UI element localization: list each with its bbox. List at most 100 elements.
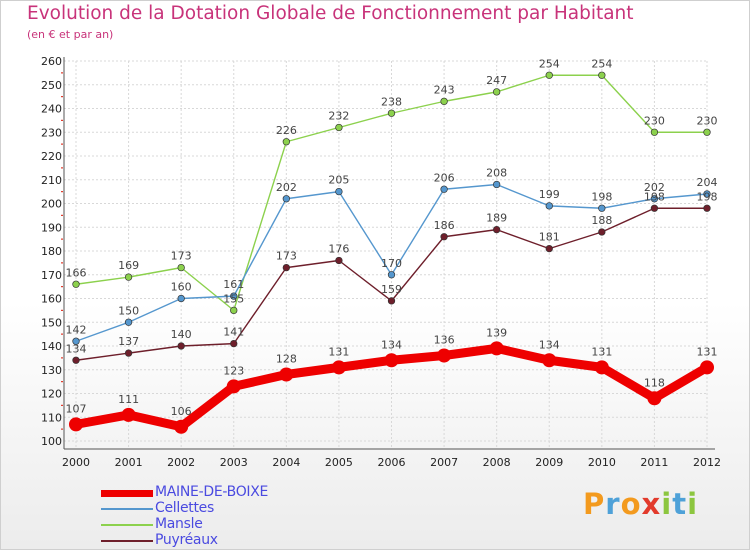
- data-point: [177, 342, 185, 350]
- data-label: 140: [171, 328, 192, 341]
- data-label: 118: [644, 376, 665, 389]
- data-point: [703, 190, 711, 198]
- data-label: 173: [276, 250, 297, 263]
- data-label: 181: [539, 231, 560, 244]
- data-label: 254: [539, 57, 560, 70]
- data-point: [545, 71, 553, 79]
- data-point: [440, 185, 448, 193]
- y-tick-label: 230: [41, 126, 62, 139]
- data-point: [72, 337, 80, 345]
- data-point: [174, 419, 189, 434]
- y-tick-label: 240: [41, 103, 62, 116]
- legend-label: Cellettes: [155, 500, 214, 516]
- data-point: [177, 294, 185, 303]
- x-tick-label: 2003: [220, 456, 248, 469]
- data-point: [335, 187, 343, 196]
- x-tick-label: 2010: [588, 456, 616, 469]
- data-label: 202: [644, 181, 665, 194]
- data-point: [282, 263, 290, 272]
- data-point: [700, 360, 714, 375]
- data-label: 173: [171, 250, 192, 263]
- y-tick-label: 260: [41, 55, 62, 68]
- y-tick-label: 130: [41, 364, 62, 377]
- data-label: 123: [223, 364, 244, 377]
- data-label: 198: [697, 190, 718, 203]
- data-label: 204: [697, 176, 718, 189]
- data-label: 169: [118, 259, 139, 272]
- x-tick-label: 2001: [115, 456, 143, 469]
- data-label: 161: [223, 278, 244, 291]
- y-tick-label: 150: [41, 316, 62, 329]
- x-tick-label: 2008: [483, 456, 511, 469]
- y-tick-label: 210: [41, 174, 62, 187]
- y-tick-label: 180: [41, 245, 62, 258]
- data-label: 166: [66, 266, 87, 279]
- legend-swatch: [101, 508, 153, 510]
- data-label: 141: [223, 326, 244, 339]
- axes: 100 110 120 130 140 150 160 170 180 190 200 210 220 2…: [41, 55, 721, 469]
- data-point: [545, 244, 553, 253]
- x-tick-label: 2000: [62, 456, 90, 469]
- data-point: [335, 123, 343, 132]
- data-point: [121, 407, 136, 422]
- x-tick-label: 2005: [325, 456, 353, 469]
- data-label: 159: [381, 283, 402, 296]
- logo-letter: r: [605, 487, 621, 521]
- data-point: [335, 256, 343, 265]
- data-point: [489, 341, 504, 356]
- logo-letter: o: [620, 487, 642, 521]
- data-point: [440, 97, 448, 106]
- data-label: 230: [644, 114, 665, 127]
- data-label: 139: [486, 326, 507, 339]
- data-point: [650, 204, 659, 212]
- y-tick-label: 190: [41, 221, 62, 234]
- legend-swatch: [101, 489, 153, 497]
- legend-label: Mansle: [155, 516, 203, 532]
- data-point: [437, 348, 452, 363]
- data-point: [545, 202, 553, 210]
- series-maine-de-boixe: [69, 341, 714, 434]
- data-point: [387, 109, 396, 117]
- data-point: [387, 297, 396, 305]
- data-point: [72, 356, 80, 364]
- data-point: [384, 353, 399, 368]
- y-tick-label: 120: [41, 388, 62, 401]
- data-label: 238: [381, 95, 402, 108]
- data-label: 170: [381, 257, 402, 270]
- data-point: [69, 417, 83, 432]
- data-label: 150: [118, 304, 139, 317]
- x-tick-label: 2002: [167, 456, 195, 469]
- x-tick-label: 2009: [535, 456, 563, 469]
- data-point: [493, 225, 501, 234]
- data-label: 199: [539, 188, 560, 201]
- x-tick-label: 2006: [378, 456, 406, 469]
- data-label: 198: [591, 190, 612, 203]
- data-label: 131: [328, 345, 349, 358]
- data-point: [124, 273, 133, 281]
- y-tick-label: 100: [41, 435, 62, 448]
- data-point: [279, 367, 294, 382]
- data-label: 232: [328, 110, 349, 123]
- series-mansle: [72, 71, 711, 315]
- data-point: [703, 128, 711, 136]
- data-point: [282, 195, 290, 203]
- data-point: [440, 233, 448, 241]
- data-point: [226, 379, 241, 394]
- legend-label: Puyréaux: [155, 532, 218, 548]
- logo-letter: i: [661, 487, 673, 521]
- data-point: [387, 271, 396, 279]
- legend-label: MAINE-DE-BOIXE: [155, 484, 269, 500]
- data-point: [72, 280, 80, 288]
- data-point: [594, 360, 609, 375]
- data-label: 155: [223, 292, 244, 305]
- data-label: 131: [697, 345, 718, 358]
- chart-title: Evolution de la Dotation Globale de Fonc…: [27, 3, 634, 24]
- logo-letter: x: [641, 487, 662, 521]
- y-tick-label: 250: [41, 79, 62, 92]
- data-label: 226: [276, 124, 297, 137]
- data-label: 134: [381, 338, 402, 351]
- data-point: [493, 180, 501, 189]
- data-label: 208: [486, 167, 507, 180]
- x-tick-label: 2004: [272, 456, 300, 469]
